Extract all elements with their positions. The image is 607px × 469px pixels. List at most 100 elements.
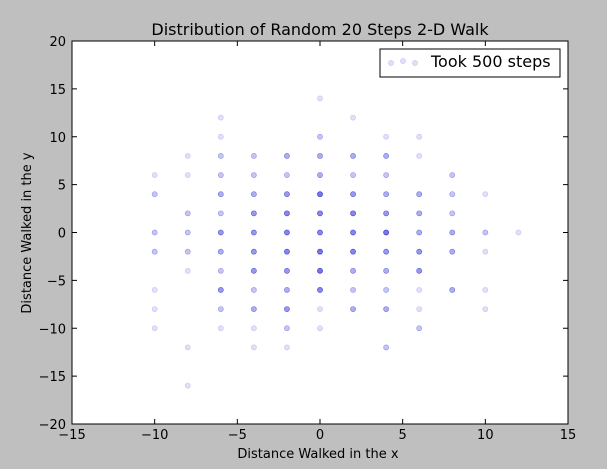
data-point bbox=[383, 344, 390, 351]
data-point bbox=[383, 172, 390, 178]
data-point bbox=[151, 172, 158, 178]
data-point bbox=[250, 248, 257, 255]
x-tick-label: −5 bbox=[228, 428, 247, 443]
data-point bbox=[284, 287, 290, 293]
data-point bbox=[284, 306, 290, 312]
data-point bbox=[449, 287, 456, 293]
legend-frame bbox=[379, 48, 561, 78]
data-point bbox=[515, 229, 522, 236]
data-point bbox=[317, 95, 323, 102]
data-point bbox=[416, 248, 423, 255]
data-point bbox=[482, 191, 489, 198]
data-point bbox=[317, 325, 323, 332]
data-point bbox=[250, 229, 257, 236]
data-point bbox=[184, 229, 191, 236]
data-point bbox=[284, 248, 290, 255]
data-point bbox=[317, 172, 323, 178]
data-point bbox=[350, 191, 356, 198]
data-point bbox=[449, 229, 456, 236]
data-point bbox=[217, 267, 224, 274]
data-point bbox=[317, 133, 323, 140]
data-point bbox=[449, 248, 456, 255]
x-tick-label: 5 bbox=[399, 428, 407, 443]
data-point bbox=[284, 191, 290, 198]
data-point bbox=[350, 287, 356, 293]
data-point bbox=[284, 229, 290, 236]
x-tick-label: 10 bbox=[477, 428, 494, 443]
data-point bbox=[416, 287, 423, 293]
data-point bbox=[250, 287, 257, 293]
data-point bbox=[151, 287, 158, 293]
data-point bbox=[317, 267, 323, 274]
data-point bbox=[284, 267, 290, 274]
data-point bbox=[383, 267, 390, 274]
data-point bbox=[350, 210, 356, 217]
data-point bbox=[284, 344, 290, 351]
data-point bbox=[151, 306, 158, 312]
data-point bbox=[383, 248, 390, 255]
data-point bbox=[250, 325, 257, 332]
plot-frame bbox=[71, 40, 569, 425]
data-point bbox=[184, 152, 191, 159]
data-point bbox=[416, 191, 423, 198]
x-tick-label: −15 bbox=[58, 428, 85, 443]
y-tick-label: −10 bbox=[39, 322, 66, 337]
data-point bbox=[217, 133, 224, 140]
data-point bbox=[350, 267, 356, 274]
data-point bbox=[383, 287, 390, 293]
data-point bbox=[449, 172, 456, 178]
data-point bbox=[151, 248, 158, 255]
data-point bbox=[416, 229, 423, 236]
legend-marker bbox=[412, 60, 418, 66]
data-point bbox=[317, 287, 323, 293]
data-point bbox=[217, 114, 224, 121]
data-point bbox=[449, 210, 456, 217]
data-point bbox=[317, 210, 323, 217]
y-tick-label: 0 bbox=[58, 227, 66, 242]
data-point bbox=[317, 229, 323, 236]
y-tick-label: −20 bbox=[39, 418, 66, 433]
legend-label: Took 500 steps bbox=[430, 52, 551, 71]
data-point bbox=[217, 306, 224, 312]
data-point bbox=[350, 152, 356, 159]
data-point bbox=[317, 152, 323, 159]
data-point bbox=[383, 210, 390, 217]
data-point bbox=[383, 306, 390, 312]
data-point bbox=[184, 172, 191, 178]
legend: Took 500 steps bbox=[379, 48, 561, 78]
data-point bbox=[184, 382, 191, 389]
legend-marker bbox=[400, 58, 406, 64]
data-point bbox=[383, 229, 390, 236]
plot-area bbox=[72, 41, 568, 424]
y-tick-label: 5 bbox=[58, 179, 66, 194]
data-point bbox=[250, 344, 257, 351]
data-point bbox=[217, 248, 224, 255]
y-tick-label: −5 bbox=[47, 274, 66, 289]
data-point bbox=[184, 267, 191, 274]
x-tick-label: 15 bbox=[560, 428, 577, 443]
data-point bbox=[217, 229, 224, 236]
data-point bbox=[151, 191, 158, 198]
y-axis-title: Distance Walked in the y bbox=[20, 152, 35, 313]
data-point bbox=[416, 152, 423, 159]
data-point bbox=[184, 210, 191, 217]
data-point bbox=[317, 306, 323, 312]
data-point bbox=[284, 172, 290, 178]
data-point bbox=[184, 344, 191, 351]
y-tick-label: 10 bbox=[49, 131, 66, 146]
data-point bbox=[350, 306, 356, 312]
data-point bbox=[284, 210, 290, 217]
data-point bbox=[482, 287, 489, 293]
chart-title: Distribution of Random 20 Steps 2-D Walk bbox=[151, 20, 489, 39]
y-tick-label: 20 bbox=[49, 35, 66, 50]
data-point bbox=[284, 152, 290, 159]
x-tick-label: −10 bbox=[141, 428, 168, 443]
data-point bbox=[217, 325, 224, 332]
data-point bbox=[350, 248, 356, 255]
data-point bbox=[416, 306, 423, 312]
data-point bbox=[482, 306, 489, 312]
x-tick-label: 0 bbox=[316, 428, 324, 443]
